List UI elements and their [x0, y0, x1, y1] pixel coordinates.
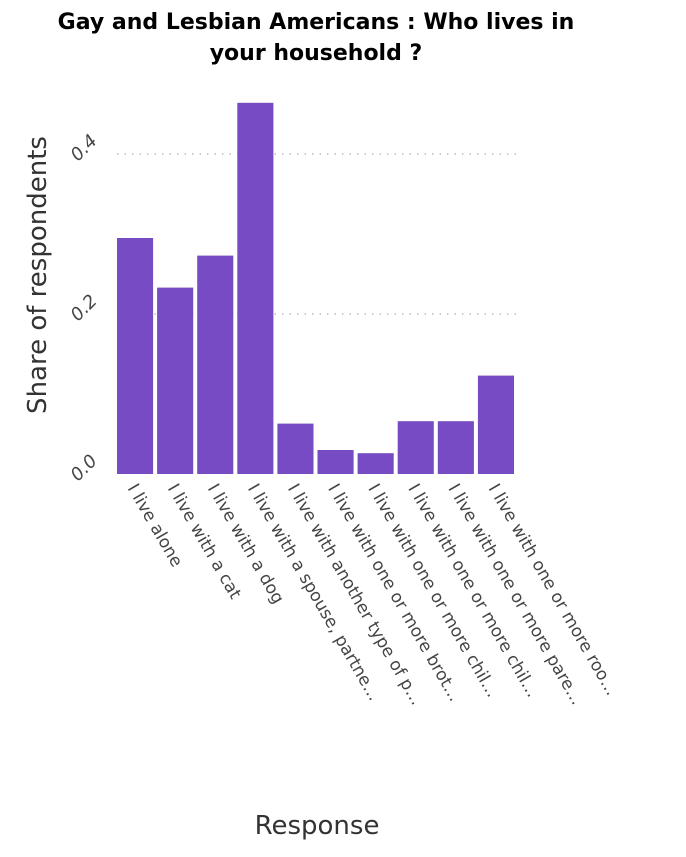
chart-title-line-1: Gay and Lesbian Americans : Who lives in — [58, 10, 575, 35]
bar — [317, 450, 354, 474]
x-axis-label: Response — [255, 811, 380, 841]
bar — [477, 375, 514, 474]
y-axis-ticks: 0.0 0.2 0.4 — [67, 131, 102, 486]
y-tick-label: 0.2 — [67, 291, 102, 326]
bar — [197, 255, 234, 474]
bar — [437, 421, 474, 474]
chart-title-line-2: your household ? — [210, 41, 423, 66]
bar — [237, 102, 274, 475]
bar — [397, 421, 434, 474]
bars — [117, 102, 514, 475]
bar — [117, 238, 154, 474]
bar — [357, 453, 394, 474]
y-tick-label: 0.0 — [67, 451, 102, 486]
bar — [157, 287, 194, 474]
y-tick-label: 0.4 — [67, 131, 102, 166]
y-axis-label: Share of respondents — [23, 136, 53, 414]
bar — [277, 423, 314, 474]
